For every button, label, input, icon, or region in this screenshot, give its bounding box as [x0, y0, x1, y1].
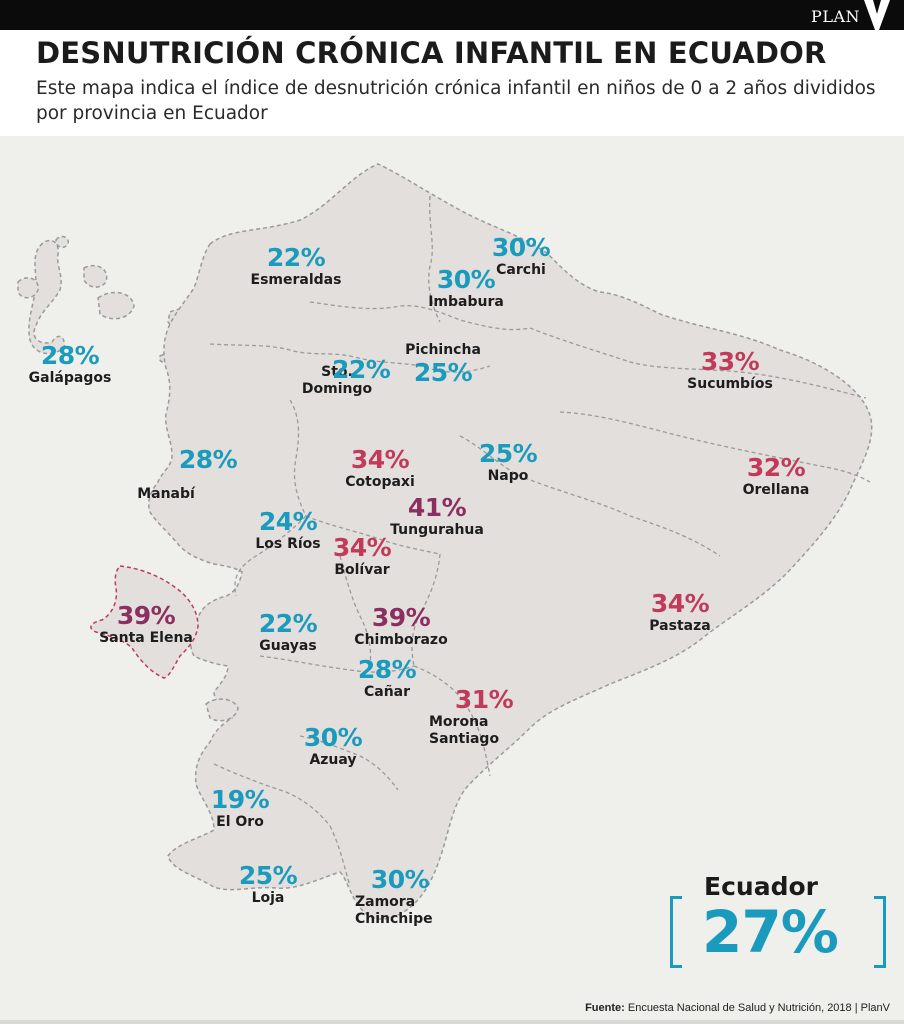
galapagos-island-pinta — [55, 235, 69, 249]
province-pct: 19% — [210, 785, 270, 814]
province-pct: 33% — [700, 347, 760, 376]
province-tungurahua[interactable]: 41% Tungurahua — [390, 494, 484, 539]
province-name: Bolívar — [334, 562, 390, 578]
province-name: Carchi — [496, 262, 546, 278]
mainland-outline — [147, 163, 873, 920]
page-title: DESNUTRICIÓN CRÓNICA INFANTIL EN ECUADOR — [36, 36, 827, 70]
galapagos-island-santiago — [83, 264, 108, 288]
province-pct: 31% — [454, 685, 514, 714]
province-pct: 30% — [370, 865, 430, 894]
page-subtitle: Este mapa indica el índice de desnutrici… — [36, 78, 876, 124]
national-average-box: Ecuador 27% — [668, 870, 888, 970]
province-imbabura[interactable]: 30% Imbabura — [428, 266, 504, 311]
province-name: El Oro — [216, 814, 264, 830]
province-name: Guayas — [259, 638, 317, 654]
source-credit: Fuente: Encuesta Nacional de Salud y Nut… — [585, 1002, 890, 1014]
province-esmeraldas[interactable]: 22% Esmeraldas — [251, 244, 342, 289]
province-name: Sto. Domingo — [301, 364, 373, 397]
province-sto-domingo[interactable]: 22% Sto. Domingo — [300, 356, 391, 398]
province-pct: 39% — [116, 601, 176, 630]
top-bar: PLAN — [0, 0, 904, 30]
province-morona-santiago[interactable]: 31% Morona Santiago — [429, 686, 539, 748]
source-label: Fuente: — [585, 1002, 625, 1014]
province-name: Azuay — [309, 752, 357, 768]
province-zamora-chinchipe[interactable]: 30% Zamora Chinchipe — [355, 866, 445, 928]
province-manabi[interactable]: 28% — [178, 445, 238, 474]
santa-elena-region — [90, 565, 199, 679]
galapagos-island-santa-cruz — [97, 291, 135, 320]
province-canar[interactable]: 28% Cañar — [357, 655, 417, 701]
province-pichincha[interactable]: Pichincha 25% — [405, 342, 481, 387]
province-galapagos[interactable]: 28% Galápagos — [29, 342, 112, 387]
galapagos-island-fernandina — [17, 277, 39, 299]
planv-logo: PLAN — [811, 0, 892, 30]
province-sucumbios[interactable]: 33% Sucumbíos — [687, 348, 773, 393]
province-pct: 22% — [258, 609, 318, 638]
province-pct: 22% — [332, 355, 391, 384]
province-bolivar[interactable]: 34% Bolívar — [332, 533, 392, 579]
province-name: Pichincha — [405, 342, 481, 358]
province-pct: 30% — [303, 723, 363, 752]
national-value: 27% — [702, 898, 839, 966]
province-name: Napo — [487, 468, 529, 484]
ecuador-map: 28% Galápagos 22% Esmeraldas 30% Carchi … — [0, 136, 904, 1020]
province-name: Galápagos — [28, 370, 112, 386]
province-pastaza[interactable]: 34% Pastaza — [649, 590, 710, 635]
province-pct: 30% — [491, 233, 551, 262]
province-pct: 25% — [478, 439, 538, 468]
province-pct: 39% — [371, 603, 431, 632]
province-pct: 41% — [407, 493, 467, 522]
province-loja[interactable]: 25% Loja — [238, 861, 298, 907]
province-name: Orellana — [742, 482, 810, 498]
province-napo[interactable]: 25% Napo — [478, 439, 538, 485]
province-azuay[interactable]: 30% Azuay — [303, 723, 363, 769]
province-los-rios[interactable]: 24% Los Ríos — [255, 508, 320, 553]
province-name: Zamora Chinchipe — [355, 894, 433, 927]
province-name: Santa Elena — [99, 630, 193, 646]
province-name: Cañar — [363, 684, 411, 700]
bottom-rule — [0, 1020, 904, 1024]
puna-island — [205, 698, 239, 722]
province-chimborazo[interactable]: 39% Chimborazo — [354, 604, 447, 649]
province-pct: 34% — [350, 445, 410, 474]
province-name: Manabí — [137, 486, 195, 502]
province-pct: 25% — [238, 861, 298, 890]
header-panel — [0, 30, 904, 136]
province-pct: 28% — [178, 445, 238, 474]
province-name: Sucumbíos — [687, 376, 773, 392]
province-orellana[interactable]: 32% Orellana — [743, 454, 810, 499]
province-pct: 25% — [413, 358, 473, 387]
province-pct: 32% — [746, 453, 806, 482]
province-carchi[interactable]: 30% Carchi — [491, 233, 551, 279]
province-guayas[interactable]: 22% Guayas — [258, 609, 318, 655]
province-pct: 34% — [650, 589, 710, 618]
right-bracket — [874, 896, 886, 968]
province-name: Imbabura — [428, 294, 504, 310]
province-name: Chimborazo — [354, 632, 448, 648]
province-name: Esmeraldas — [250, 272, 342, 288]
national-label: Ecuador — [704, 872, 818, 901]
left-bracket — [670, 896, 682, 968]
province-name: Cotopaxi — [345, 474, 415, 490]
source-text: Encuesta Nacional de Salud y Nutrición, … — [627, 1002, 890, 1014]
v-mark-icon — [864, 0, 890, 30]
province-el-oro[interactable]: 19% El Oro — [210, 785, 270, 831]
province-name: Tungurahua — [390, 522, 484, 538]
province-cotopaxi[interactable]: 34% Cotopaxi — [345, 446, 415, 491]
galapagos-island-isabela — [28, 239, 66, 355]
province-pct: 30% — [436, 265, 496, 294]
brand-name: PLAN — [811, 7, 860, 26]
province-pct: 34% — [332, 533, 392, 562]
province-manabi-label: Manabí — [137, 486, 195, 503]
province-santa-elena[interactable]: 39% Santa Elena — [99, 602, 193, 647]
province-name: Los Ríos — [255, 536, 321, 552]
province-name: Morona Santiago — [429, 714, 500, 747]
province-pct: 28% — [40, 341, 100, 370]
province-pct: 24% — [258, 507, 318, 536]
province-name: Pastaza — [649, 618, 711, 634]
province-name: Loja — [251, 890, 285, 906]
province-pct: 22% — [266, 243, 326, 272]
province-pct: 28% — [357, 655, 417, 684]
map-shapes — [17, 163, 873, 920]
